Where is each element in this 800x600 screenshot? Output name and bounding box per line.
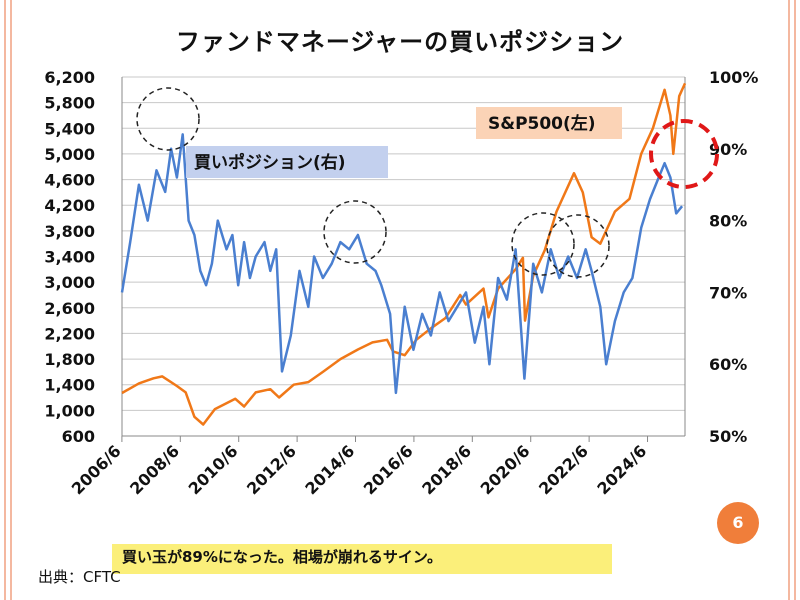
left-tick-label: 3,400 — [44, 248, 95, 267]
left-tick-label: 4,600 — [44, 171, 95, 190]
left-tick-label: 600 — [62, 427, 95, 446]
x-tick-label: 2018/6 — [418, 441, 475, 498]
chart-title: ファンドマネージャーの買いポジション — [175, 28, 625, 56]
left-frame-border — [4, 0, 12, 600]
x-tick-label: 2010/6 — [185, 441, 242, 498]
left-tick-label: 4,200 — [44, 196, 95, 215]
x-tick-label: 2014/6 — [301, 441, 358, 498]
right-frame-border — [788, 0, 796, 600]
left-tick-label: 2,600 — [44, 299, 95, 318]
left-tick-label: 6,200 — [44, 68, 95, 87]
sp500-label: S&P500(左) — [488, 113, 596, 134]
bottom-note: 買い玉が89%になった。相場が崩れるサイン。 — [112, 544, 612, 574]
page-number-badge: 6 — [717, 502, 759, 544]
x-tick-label: 2006/6 — [68, 441, 125, 498]
left-tick-label: 1,400 — [44, 376, 95, 395]
peak-circle — [511, 212, 575, 276]
peak-circle — [136, 87, 200, 151]
right-tick-label: 60% — [709, 355, 747, 374]
sp500-label-box — [476, 107, 622, 139]
left-tick-label: 2,200 — [44, 324, 95, 343]
right-tick-label: 50% — [709, 427, 747, 446]
left-tick-label: 5,000 — [44, 145, 95, 164]
left-tick-label: 5,400 — [44, 119, 95, 138]
left-tick-label: 3,000 — [44, 273, 95, 292]
left-tick-label: 1,800 — [44, 350, 95, 369]
right-tick-label: 80% — [709, 212, 747, 231]
x-tick-label: 2016/6 — [360, 441, 417, 498]
x-tick-label: 2022/6 — [535, 441, 592, 498]
current-peak-circle — [649, 119, 719, 189]
right-tick-label: 70% — [709, 283, 747, 302]
left-tick-label: 1,000 — [44, 401, 95, 420]
position-label-box — [186, 146, 388, 178]
x-tick-label: 2020/6 — [477, 441, 534, 498]
peak-circle — [323, 200, 387, 264]
peak-circle — [546, 214, 610, 278]
x-tick-label: 2008/6 — [126, 441, 183, 498]
x-tick-label: 2012/6 — [243, 441, 300, 498]
buy-position-line — [120, 133, 684, 395]
left-tick-label: 3,800 — [44, 222, 95, 241]
source-text: 出典：CFTC — [38, 568, 121, 586]
right-tick-label: 100% — [709, 68, 758, 87]
left-tick-label: 5,800 — [44, 94, 95, 113]
x-tick-label: 2024/6 — [593, 441, 650, 498]
position-label: 買いポジション(右) — [194, 152, 346, 173]
sp500-line — [121, 82, 687, 426]
